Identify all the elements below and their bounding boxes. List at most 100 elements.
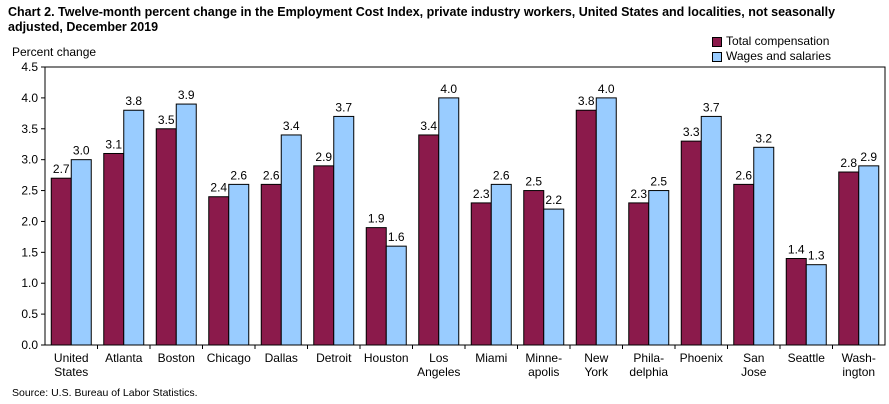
data-label: 2.6 <box>735 168 752 182</box>
bar-wages-and-salaries <box>648 190 670 346</box>
bar-wages-and-salaries <box>438 97 460 346</box>
data-label: 1.9 <box>368 212 385 226</box>
x-category-label: Los <box>429 351 448 365</box>
x-category-label: Jose <box>741 365 767 379</box>
data-label: 1.6 <box>388 230 405 244</box>
source-note: Source: U.S. Bureau of Labor Statistics. <box>12 387 198 399</box>
data-label: 4.0 <box>440 82 457 96</box>
y-tick-label: 1.5 <box>21 245 38 259</box>
x-category-label: York <box>584 365 609 379</box>
x-category-label: Detroit <box>316 351 352 365</box>
bar-total-compensation <box>575 109 597 346</box>
bar-total-compensation <box>313 165 335 346</box>
y-tick-label: 2.5 <box>21 184 38 198</box>
legend-entry-total: Total compensation <box>712 34 831 49</box>
bar-total-compensation <box>733 183 755 346</box>
data-label: 2.8 <box>840 156 857 170</box>
bar-total-compensation <box>785 258 807 346</box>
x-category-label: Angeles <box>417 365 460 379</box>
data-label: 2.5 <box>650 175 667 189</box>
y-tick-label: 3.0 <box>21 153 38 167</box>
legend-swatch-wages <box>712 51 722 62</box>
data-label: 4.0 <box>598 82 615 96</box>
bar-wages-and-salaries <box>543 208 565 346</box>
bar-wages-and-salaries <box>753 146 775 346</box>
y-tick-label: 2.0 <box>21 214 38 228</box>
bar-total-compensation <box>680 140 702 346</box>
x-category-label: Boston <box>158 351 195 365</box>
x-category-label: New <box>584 351 608 365</box>
x-category-label: apolis <box>528 365 559 379</box>
y-tick-label: 4.0 <box>21 91 38 105</box>
bar-wages-and-salaries <box>175 103 197 346</box>
data-label: 3.9 <box>178 88 195 102</box>
x-category-label: Phila- <box>633 351 664 365</box>
x-category-label: Phoenix <box>680 351 723 365</box>
data-label: 3.5 <box>158 113 175 127</box>
data-label: 3.1 <box>105 137 122 151</box>
x-category-label: Seattle <box>788 351 826 365</box>
x-category-label: Chicago <box>207 351 251 365</box>
bar-total-compensation <box>155 128 177 346</box>
y-tick-label: 3.5 <box>21 122 38 136</box>
legend: Total compensation Wages and salaries <box>712 34 831 64</box>
data-label: 3.7 <box>335 100 352 114</box>
bar-wages-and-salaries <box>70 159 92 346</box>
bar-total-compensation <box>103 152 125 346</box>
x-category-label: Atlanta <box>105 351 143 365</box>
legend-swatch-total <box>712 36 722 47</box>
data-label: 3.0 <box>73 144 90 158</box>
y-tick-label: 0.5 <box>21 307 38 321</box>
bar-wages-and-salaries <box>700 115 722 346</box>
data-label: 3.8 <box>125 94 142 108</box>
chart-title: Chart 2. Twelve-month percent change in … <box>8 5 836 34</box>
x-category-label: Minne- <box>525 351 562 365</box>
data-label: 1.3 <box>808 249 825 263</box>
data-label: 3.3 <box>683 125 700 139</box>
bar-total-compensation <box>523 190 545 346</box>
bar-wages-and-salaries <box>595 97 617 346</box>
bar-total-compensation <box>838 171 860 346</box>
x-category-label: San <box>743 351 764 365</box>
bar-wages-and-salaries <box>490 183 512 346</box>
data-label: 2.2 <box>545 193 562 207</box>
bar-total-compensation <box>208 196 230 346</box>
x-category-label: United <box>54 351 89 365</box>
data-label: 2.4 <box>210 181 227 195</box>
legend-label-total: Total compensation <box>726 34 830 48</box>
data-label: 2.3 <box>630 187 647 201</box>
y-axis-label: Percent change <box>12 45 97 59</box>
bar-total-compensation <box>365 227 387 346</box>
data-label: 2.9 <box>860 150 877 164</box>
data-label: 3.8 <box>578 94 595 108</box>
x-category-label: Miami <box>475 351 507 365</box>
bar-wages-and-salaries <box>858 165 880 346</box>
data-label: 2.3 <box>473 187 490 201</box>
bar-total-compensation <box>260 183 282 346</box>
bar-wages-and-salaries <box>805 264 827 346</box>
legend-entry-wages: Wages and salaries <box>712 49 831 64</box>
bar-wages-and-salaries <box>385 245 407 346</box>
y-tick-label: 4.5 <box>21 60 38 74</box>
bar-total-compensation <box>418 134 440 346</box>
bar-total-compensation <box>50 177 72 346</box>
data-label: 3.7 <box>703 100 720 114</box>
x-category-label: Dallas <box>265 351 298 365</box>
data-label: 2.6 <box>493 168 510 182</box>
y-tick-label: 1.0 <box>21 276 38 290</box>
x-category-label: Houston <box>364 351 409 365</box>
data-label: 1.4 <box>788 243 805 257</box>
x-category-label: States <box>54 365 88 379</box>
bar-wages-and-salaries <box>333 115 355 346</box>
data-label: 2.6 <box>230 168 247 182</box>
data-label: 3.4 <box>283 119 300 133</box>
bar-total-compensation <box>470 202 492 346</box>
data-label: 3.2 <box>755 131 772 145</box>
x-category-label: ington <box>842 365 875 379</box>
x-category-label: delphia <box>629 365 668 379</box>
data-label: 2.9 <box>315 150 332 164</box>
data-label: 2.6 <box>263 168 280 182</box>
x-category-label: Wash- <box>842 351 876 365</box>
legend-label-wages: Wages and salaries <box>726 49 831 63</box>
